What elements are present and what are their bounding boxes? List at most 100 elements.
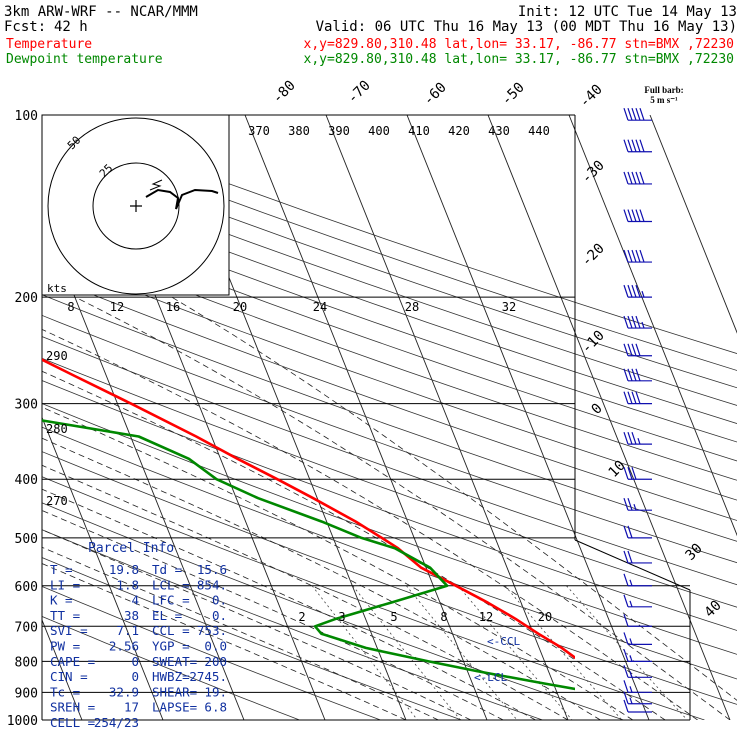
wind-barb xyxy=(623,315,652,329)
pressure-tick-label: 200 xyxy=(15,291,38,306)
wind-barb xyxy=(623,108,652,121)
dry-adiabat-line xyxy=(42,403,737,655)
dry-adiabat-line xyxy=(42,336,737,586)
parcel-info-field: HWBZ= xyxy=(152,669,190,684)
theta-e-label: 370 xyxy=(248,124,270,138)
isotherm-line xyxy=(406,115,650,720)
mixing-ratio-label: 8 xyxy=(67,300,74,314)
parcel-info-field: 15.6 xyxy=(197,562,227,577)
parcel-info-field: 854. xyxy=(197,577,227,592)
parcel-info-field: 32.9 xyxy=(109,684,139,699)
theta-e-label: 380 xyxy=(288,124,310,138)
isotherm-label: -20 xyxy=(579,241,608,270)
dry-adiabat-line xyxy=(42,198,737,443)
pressure-tick-label: 800 xyxy=(15,655,38,670)
hodograph-trace xyxy=(145,188,219,210)
isotherm-line xyxy=(325,115,569,720)
mixing-ratio-label: 2 xyxy=(298,610,305,624)
wind-barb xyxy=(623,139,652,153)
parcel-info-field: 0. xyxy=(212,608,227,623)
wind-barb xyxy=(623,391,652,405)
wind-barb xyxy=(623,343,652,357)
pressure-tick-label: 400 xyxy=(15,473,38,488)
wind-barb xyxy=(623,665,652,678)
parcel-info-field: 0.0 xyxy=(204,639,227,654)
wind-barb xyxy=(623,699,652,713)
dry-adiabat-line xyxy=(42,180,737,424)
parcel-info-field: 2745. xyxy=(189,669,227,684)
forecast-label: Fcst: xyxy=(4,19,46,35)
ccl-marker: <-CCL xyxy=(487,635,520,648)
dry-adiabat-line xyxy=(42,294,737,542)
parcel-info-field: 0 xyxy=(131,654,139,669)
parcel-info-field: 19. xyxy=(204,684,227,699)
isotherm-line xyxy=(649,115,737,334)
mixing-ratio-label: 3 xyxy=(338,610,345,624)
parcel-info-field: 7.1 xyxy=(116,623,139,638)
mixing-ratio-label: 32 xyxy=(502,300,516,314)
parcel-info-field: Td = xyxy=(152,562,182,577)
dry-adiabat-line xyxy=(42,529,543,720)
dewpoint-location: x,y=829.80,310.48 lat,lon= 33.17, -86.77… xyxy=(304,52,734,67)
parcel-info-field: SVI = xyxy=(50,623,88,638)
pressure-tick-label: 100 xyxy=(15,109,38,124)
hodograph-ring-inner xyxy=(92,162,180,250)
dry-adiabat-line xyxy=(42,357,737,608)
dewpoint-profile-line xyxy=(42,419,575,691)
parcel-info-field: PW = xyxy=(50,639,80,654)
parcel-info-field: 17 xyxy=(124,700,139,715)
wind-barb xyxy=(623,209,652,223)
moist-adiabat-line xyxy=(171,296,737,701)
moist-adiabat-line xyxy=(42,370,666,720)
parcel-info-field: 254/23 xyxy=(94,715,139,730)
isotherm-label: -60 xyxy=(421,80,450,109)
parcel-info-field: LI = xyxy=(50,577,80,592)
wind-barb xyxy=(623,691,652,705)
wind-barb xyxy=(623,614,652,627)
theta-e-label: 400 xyxy=(368,124,390,138)
mixing-ratio-line xyxy=(457,585,573,720)
dry-adiabat-label: 270 xyxy=(46,494,68,508)
dry-adiabat-line xyxy=(42,216,737,462)
wind-barb xyxy=(623,368,652,382)
dry-adiabat-line xyxy=(42,314,737,564)
valid-time: Valid: 06 UTC Thu 16 May 13 (00 MDT Thu … xyxy=(316,19,737,35)
theta-e-label: 440 xyxy=(528,124,550,138)
parcel-info-field: SWEAT= xyxy=(152,654,197,669)
lcl-marker: <-LCL xyxy=(474,671,507,684)
dry-adiabat-line xyxy=(42,274,737,521)
parcel-info-field: TT = xyxy=(50,608,80,623)
mixing-ratio-label: 20 xyxy=(538,610,552,624)
theta-e-label: 430 xyxy=(488,124,510,138)
dry-adiabat-line xyxy=(42,254,737,501)
parcel-info-field: SHEAR= xyxy=(152,684,197,699)
dry-adiabat-line xyxy=(42,129,737,371)
wind-legend-title: Full barb: xyxy=(644,85,683,95)
dry-adiabat-line xyxy=(42,235,737,481)
parcel-info-field: LAPSE= xyxy=(152,700,197,715)
parcel-info-field: 4 xyxy=(131,593,139,608)
dry-adiabat-line xyxy=(42,502,624,720)
parcel-info-field: 19.8 xyxy=(109,562,139,577)
wind-barb xyxy=(623,649,652,662)
parcel-info-field: 38 xyxy=(124,608,139,623)
isotherm-label: -80 xyxy=(270,78,299,107)
wind-legend-units: 5 m s⁻¹ xyxy=(650,95,678,105)
parcel-info-field: 1.8 xyxy=(116,577,139,592)
wind-barbs xyxy=(623,108,652,713)
mixing-ratio-label: 16 xyxy=(166,300,180,314)
mixing-ratio-label: 24 xyxy=(313,300,327,314)
mixing-ratio-label: 8 xyxy=(440,610,447,624)
parcel-info-field: YGP = xyxy=(152,639,190,654)
temperature-profile-line xyxy=(42,358,575,660)
pressure-tick-label: 500 xyxy=(15,532,38,547)
hodograph-storm-motion-icon xyxy=(149,179,163,191)
forecast-hour: 42 h xyxy=(54,19,88,35)
isotherm-label: -30 xyxy=(579,158,608,187)
mixing-ratio-line xyxy=(406,585,518,720)
parcel-info-box: Parcel Info T = 19.8 Td = 15.6 LI = 1.8 LCL = 8… xyxy=(50,541,227,730)
wind-barb xyxy=(623,467,652,480)
isotherm-line xyxy=(568,115,737,537)
moist-adiabat-line xyxy=(42,328,698,720)
isotherm-label: 10 xyxy=(606,458,629,481)
